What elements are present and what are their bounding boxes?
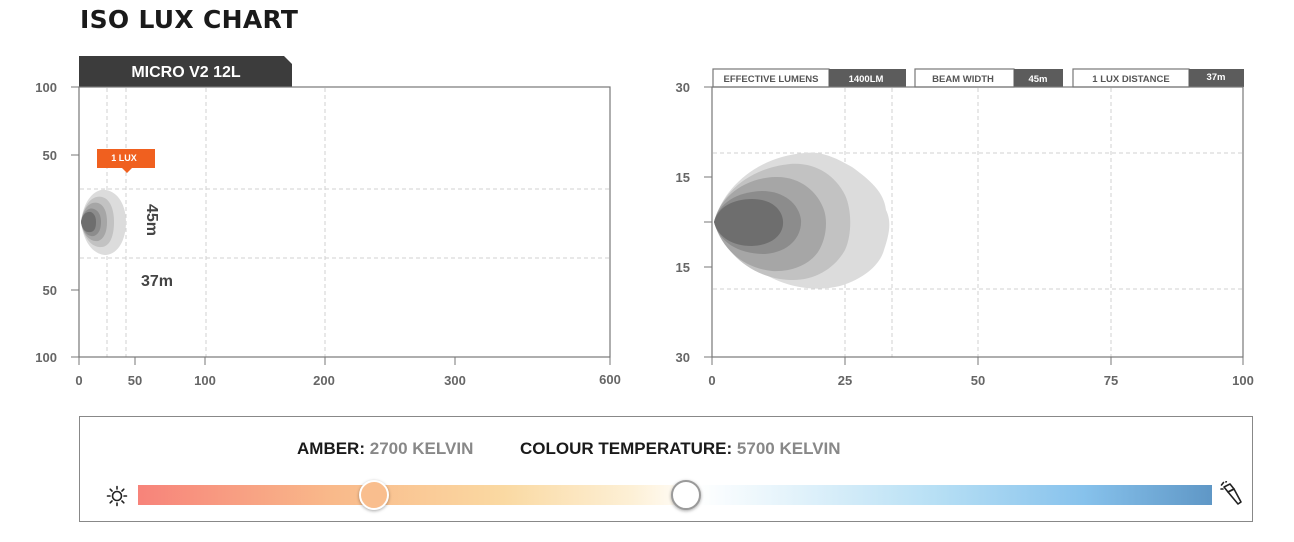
product-tab[interactable] [79,56,292,87]
x-tick-label: 100 [194,373,216,388]
stat-value: 1400LM [849,74,884,85]
stat-value: 45m [1028,74,1047,85]
front-distance-label: 37m [141,273,173,290]
left-beam-contours [81,189,126,255]
y-tick-label: 100 [35,80,57,95]
charts-canvas: MICRO V2 12L 100 50 50 100 0 50 100 200 … [35,56,1254,388]
y-tick-label: 30 [676,350,690,365]
contour-area [714,199,784,246]
x-tick-label: 300 [444,373,466,388]
colour-label: COLOUR TEMPERATURE: [520,439,733,458]
product-tab-label: MICRO V2 12L [131,64,241,81]
x-tick-label: 600 [599,372,621,387]
amber-temperature-text: AMBER: 2700 KELVIN [297,439,473,459]
x-tick-label: 50 [128,373,142,388]
x-tick-label: 200 [313,373,335,388]
flashlight-icon [1220,481,1242,505]
colour-temperature-panel: AMBER: 2700 KELVIN COLOUR TEMPERATURE: 5… [79,416,1253,522]
y-tick-label: 15 [676,260,690,275]
stat-label: 1 LUX DISTANCE [1092,74,1169,85]
colour-temperature-slider-handle[interactable] [670,480,701,510]
amber-slider-handle[interactable] [359,480,390,510]
x-tick-label: 100 [1232,373,1254,388]
y-tick-label: 30 [676,80,690,95]
right-beam-contours [714,152,890,289]
left-chart: MICRO V2 12L 100 50 50 100 0 50 100 200 … [35,56,621,388]
page-title: ISO LUX CHART [80,5,299,34]
y-tick-label: 15 [676,170,690,185]
x-tick-label: 50 [971,373,985,388]
stat-effective-lumens: EFFECTIVE LUMENS 1400LM [712,68,906,88]
colour-value: 5700 KELVIN [736,439,841,458]
colour-temperature-text: COLOUR TEMPERATURE: 5700 KELVIN [520,439,841,459]
x-tick-label: 25 [838,373,852,388]
lux-marker-pointer [122,168,132,173]
stat-beam-width: BEAM WIDTH 45m [914,68,1063,88]
stat-value: 37m [1206,72,1225,83]
y-tick-label: 100 [35,350,57,365]
x-tick-label: 75 [1104,373,1118,388]
lux-marker-label: 1 LUX [111,153,137,163]
x-tick-label: 0 [708,373,715,388]
amber-label: AMBER: [297,439,365,458]
y-tick-label: 50 [43,148,57,163]
y-tick-label: 50 [43,283,57,298]
stat-label: EFFECTIVE LUMENS [723,74,818,85]
lux-marker [97,149,155,168]
stat-label: BEAM WIDTH [932,74,994,85]
right-chart: EFFECTIVE LUMENS 1400LM BEAM WIDTH 45m 1… [676,68,1254,388]
contour-area [81,211,96,233]
stat-lux-distance: 1 LUX DISTANCE 37m [1072,68,1244,88]
amber-value: 2700 KELVIN [369,439,474,458]
sun-icon [106,485,128,507]
side-distance-label: 45m [143,204,160,236]
left-plot-frame [78,86,611,358]
x-tick-label: 0 [75,373,82,388]
